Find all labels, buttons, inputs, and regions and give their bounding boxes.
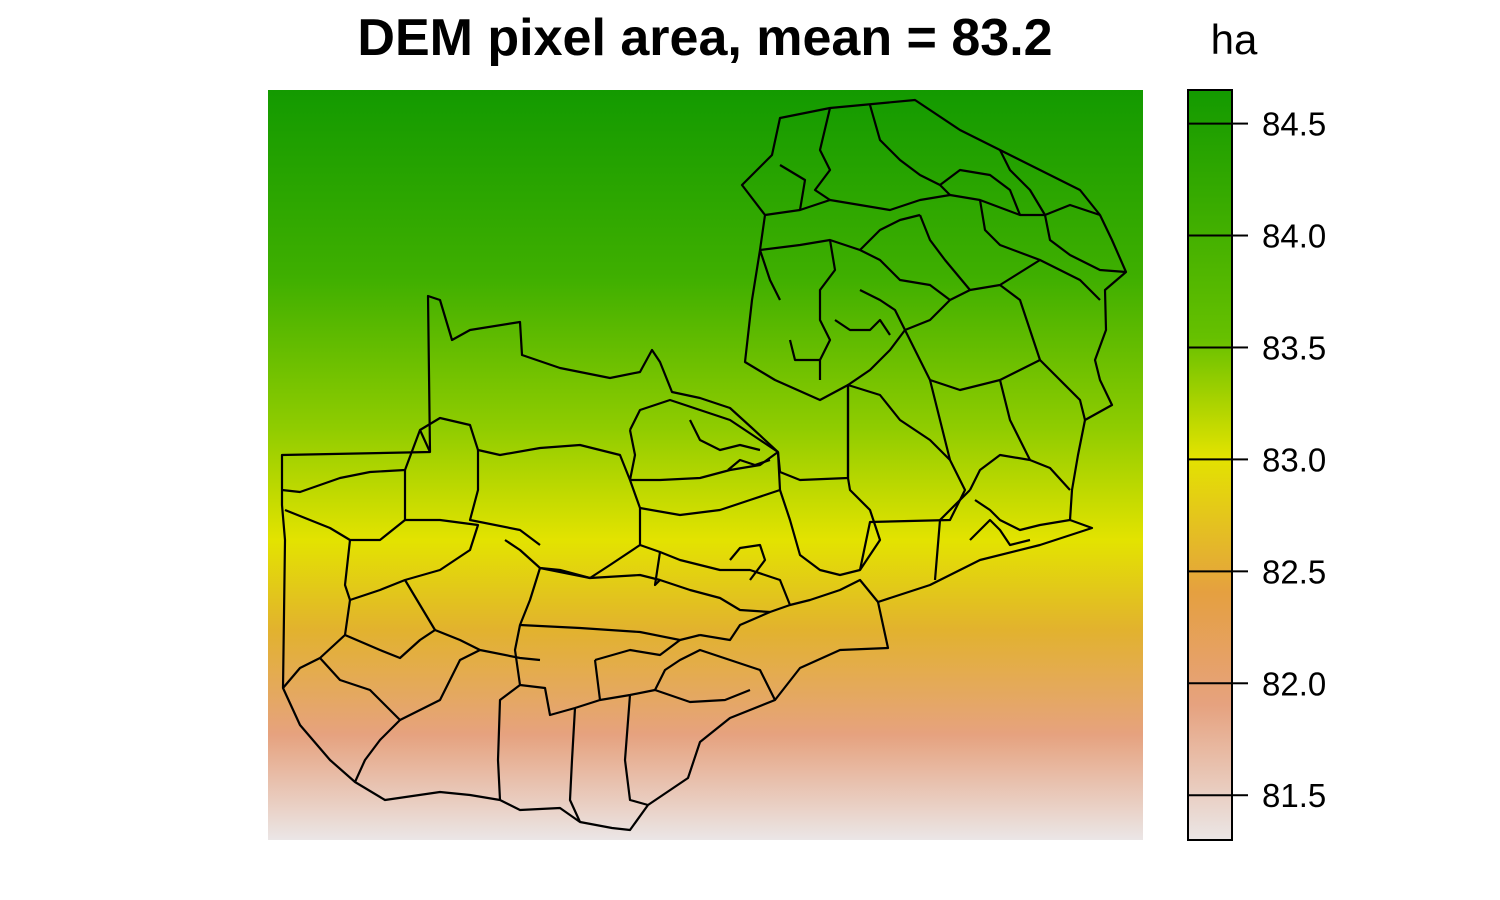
legend-ticks: 81.5 82.0 82.5 83.0 83.5 84.0 84.5	[1188, 106, 1326, 814]
legend-unit-label: ha	[1210, 16, 1258, 63]
legend-tick-label: 81.5	[1262, 777, 1326, 814]
legend-tick-label: 82.0	[1262, 665, 1326, 702]
color-legend: 81.5 82.0 82.5 83.0 83.5 84.0 84.5	[1187, 89, 1326, 841]
district-boundaries	[280, 98, 1128, 832]
map-title: DEM pixel area, mean = 83.2	[357, 9, 1053, 67]
legend-tick-label: 83.5	[1262, 329, 1326, 366]
raster-surface	[268, 90, 1143, 840]
legend-tick-label: 84.5	[1262, 106, 1326, 143]
country-outline	[280, 98, 1128, 832]
legend-tick-label: 84.0	[1262, 218, 1326, 255]
legend-tick-label: 83.0	[1262, 441, 1326, 478]
legend-color-bar	[1187, 89, 1233, 841]
legend-tick-label: 82.5	[1262, 553, 1326, 590]
